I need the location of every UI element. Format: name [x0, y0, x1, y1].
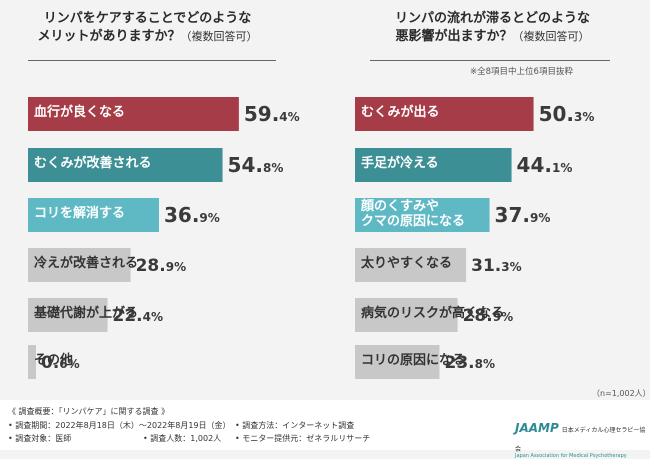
left-value-label: 59.4% — [243, 102, 300, 126]
footer-period: • 調査期間：2022年8月18日（木）～2022年8月19日（金） — [8, 421, 231, 430]
right-title-suffix: （複数回答可） — [512, 29, 590, 43]
right-value-label: 37.9% — [494, 203, 551, 227]
left-category-label: 基礎代謝が上がる — [34, 306, 139, 321]
right-value-label: 23.8% — [444, 353, 495, 373]
footer-count: • 調査人数：1,002人 — [143, 434, 222, 443]
right-title-line1: リンパの流れが滞るとどのような — [394, 11, 590, 26]
right-bar-5 — [355, 345, 440, 379]
right-value-label: 31.3% — [471, 256, 522, 276]
footer: 《 調査概要：「リンパケア」に関する調査 》 • 調査期間：2022年8月18日… — [0, 400, 650, 450]
left-category-label: むくみが改善される — [34, 156, 152, 171]
logo-name-en: Japan Association for Medical Psychother… — [515, 453, 627, 459]
left-title-suffix: （複数回答可） — [180, 29, 258, 43]
footer-method: • 調査方法：インターネット調査 — [235, 421, 355, 430]
left-title-line2: メリットがありますか？ — [37, 28, 181, 44]
left-value-label: 36.9% — [163, 203, 220, 227]
left-category-label: コリを解消する — [34, 206, 126, 221]
right-category-label: 太りやすくなる — [361, 256, 453, 271]
bars-canvas — [28, 97, 534, 379]
left-value-label: 0.6% — [41, 353, 80, 373]
footer-target: • 調査対象：医師 — [8, 434, 72, 443]
left-chart-title: リンパをケアすることでどのような メリットがありますか？（複数回答可） — [10, 10, 285, 45]
left-title-line1: リンパをケアすることでどのような — [43, 11, 252, 26]
left-bar-4 — [28, 298, 108, 332]
right-value-label: 50.3% — [538, 102, 595, 126]
left-category-label: 血行が良くなる — [34, 105, 126, 120]
right-category-label: コリの原因になる — [361, 353, 466, 368]
left-value-label: 28.9% — [135, 256, 187, 276]
left-bar-3 — [28, 248, 131, 282]
right-category-label: 手足が冷える — [361, 156, 439, 171]
left-value-label: 22.4% — [112, 306, 164, 326]
right-category-label: 顔のくすみや クマの原因になる — [361, 199, 466, 229]
left-category-label: 冷えが改善される — [34, 256, 139, 271]
left-bar-0 — [28, 97, 239, 131]
right-value-label: 44.1% — [516, 153, 573, 177]
left-bar-5 — [28, 345, 36, 379]
right-bar-0 — [355, 97, 534, 131]
left-title-line2-wrap: メリットがありますか？（複数回答可） — [10, 28, 285, 46]
right-value-label: 28.9% — [462, 306, 514, 326]
right-bar-3 — [355, 248, 467, 282]
right-category-label: 病気のリスクが高くなる — [361, 306, 505, 321]
logo-mark: JAAMP — [515, 421, 559, 435]
right-title-underline — [370, 60, 610, 61]
left-bar-1 — [28, 148, 223, 182]
left-value-label: 54.8% — [227, 153, 284, 177]
right-category-label: むくみが出る — [361, 105, 440, 120]
right-title-line2: 悪影響が出ますか？ — [395, 28, 513, 44]
left-bar-2 — [28, 198, 159, 232]
footer-overview: 《 調査概要：「リンパケア」に関する調査 》 — [8, 407, 170, 416]
sample-size-note: （n=1,002人） — [592, 389, 650, 398]
footer-provider: • モニター提供元：ゼネラルリサーチ — [235, 434, 371, 443]
right-bar-1 — [355, 148, 512, 182]
right-bar-2 — [355, 198, 490, 232]
right-chart-note: ※全8項目中上位6項目抜粋 — [470, 67, 573, 77]
jaamp-logo: JAAMP 日本メディカル心理セラピー協会 Japan Association f… — [515, 417, 650, 459]
right-title-line2-wrap: 悪影響が出ますか？（複数回答可） — [355, 28, 630, 46]
right-bar-4 — [355, 298, 458, 332]
left-title-underline — [28, 60, 276, 61]
right-chart-title: リンパの流れが滞るとどのような 悪影響が出ますか？（複数回答可） — [355, 10, 630, 45]
left-category-label: その他 — [34, 353, 74, 368]
